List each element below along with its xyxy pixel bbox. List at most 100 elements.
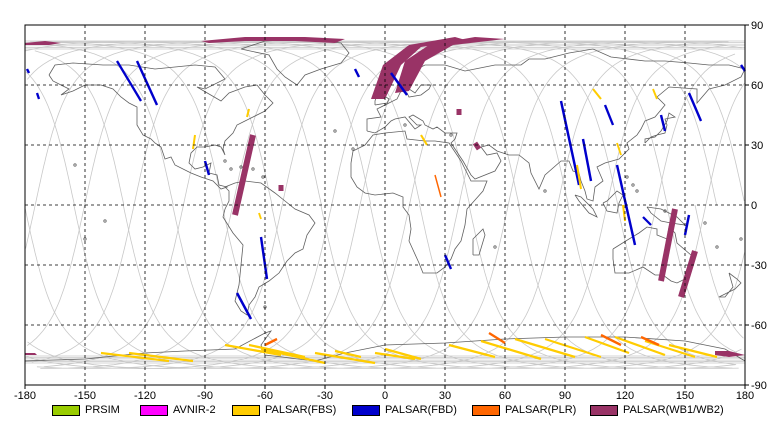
palsar-plr-swath <box>640 335 660 347</box>
x-tick-label: 180 <box>736 390 754 400</box>
legend-item-avnir2: AVNIR-2 <box>140 404 216 416</box>
island-outline <box>663 209 667 213</box>
legend-item-palsar-fbs: PALSAR(FBS) <box>232 404 336 416</box>
palsar-fbd-swath <box>603 104 615 126</box>
legend-swatch-avnir2 <box>140 404 168 416</box>
palsar-fbd-swath <box>259 236 269 280</box>
orbit-track <box>25 40 421 249</box>
palsar-fbs-swath <box>246 108 250 118</box>
orbit-track <box>172 41 723 370</box>
palsar-wb-swath <box>678 250 698 298</box>
orbit-track <box>694 204 744 339</box>
palsar-fbd-swath <box>659 114 667 132</box>
palsar-fbs-swath <box>652 88 658 100</box>
palsar-fbs-swath <box>192 134 196 150</box>
palsar-fbs-swath <box>224 343 282 357</box>
africa-outline <box>350 130 488 274</box>
palsar-wb-swath <box>472 141 482 151</box>
palsar-fbs-swath <box>616 142 622 156</box>
orbit-track <box>25 71 75 206</box>
palsar-fbs-swath <box>514 337 576 359</box>
island-outline <box>635 189 639 193</box>
legend-swatch-palsar-fbd <box>352 404 380 416</box>
orbit-track <box>26 40 372 206</box>
y-tick-label: -60 <box>751 320 767 332</box>
sumatra-outline <box>574 194 598 218</box>
orbit-track <box>43 40 569 368</box>
island-outline <box>333 129 337 133</box>
palsar-fbd-swath <box>390 72 408 96</box>
island-outline <box>73 163 77 167</box>
island-outline <box>239 165 243 169</box>
palsar-fbs-swath <box>480 339 542 361</box>
island-outline <box>103 219 107 223</box>
palsar-fbs-swath <box>420 134 428 146</box>
orbit-track <box>31 40 520 363</box>
y-tick-label: 90 <box>751 20 763 32</box>
x-tick-label: -120 <box>134 390 156 400</box>
x-tick-label: -30 <box>317 390 333 400</box>
legend-label-palsar-plr: PALSAR(PLR) <box>505 404 577 416</box>
x-axis-ticks: -180 -150 -120 -90 -60 -30 0 30 60 90 120 150 180 <box>14 385 754 400</box>
japan-outline <box>644 112 677 144</box>
palsar-wb-swath <box>201 37 345 43</box>
palsar-fbd-swath <box>35 92 41 100</box>
orbit-track <box>26 40 470 346</box>
palsar-wb-swath <box>395 37 505 93</box>
orbit-track <box>25 40 717 370</box>
legend-label-prism: PRSIM <box>85 404 120 416</box>
palsar-wb-swath <box>278 185 284 191</box>
legend-swatch-palsar-plr <box>472 404 500 416</box>
y-tick-label: -90 <box>751 380 767 392</box>
palsar-fbs-swath <box>668 343 718 359</box>
x-tick-label: 60 <box>499 390 511 400</box>
legend-swatch-prism <box>52 404 80 416</box>
x-tick-label: -60 <box>257 390 273 400</box>
legend-label-avnir2: AVNIR-2 <box>173 404 216 416</box>
orbit-track <box>34 50 125 206</box>
legend-item-palsar-wb: PALSAR(WB1/WB2) <box>590 404 724 416</box>
palsar-fbs-swath <box>314 351 376 365</box>
palsar-fbd-swath <box>443 254 453 270</box>
x-tick-label: 120 <box>616 390 634 400</box>
legend-item-palsar-plr: PALSAR(PLR) <box>472 404 576 416</box>
palsar-fbs-swath <box>128 351 194 363</box>
x-tick-label: -150 <box>74 390 96 400</box>
island-outline <box>631 183 635 187</box>
orbit-track <box>122 40 729 370</box>
island-outline <box>403 123 407 127</box>
palsar-fbs-swath <box>384 347 422 361</box>
palsar-fbd-swath <box>683 214 691 236</box>
palsar-wb-swath <box>371 37 469 99</box>
palsar-fbd-swath <box>353 68 361 78</box>
orbit-track <box>25 40 322 206</box>
x-tick-label: -90 <box>197 390 213 400</box>
orbit-track <box>567 204 733 369</box>
island-outline <box>351 147 355 151</box>
orbit-track <box>616 204 737 366</box>
island-outline <box>449 133 453 137</box>
palsar-fbd-swath <box>687 92 703 122</box>
legend-swatch-palsar-fbs <box>232 404 260 416</box>
palsar-wb-swath <box>715 351 745 357</box>
legend-label-palsar-fbd: PALSAR(FBD) <box>385 404 457 416</box>
palsar-wb-swath <box>658 208 678 282</box>
y-tick-label: 0 <box>751 200 757 212</box>
palsar-wb-swath <box>232 134 256 216</box>
palsar-fbs-swath <box>448 343 496 359</box>
orbit-track <box>73 40 742 370</box>
x-tick-label: 30 <box>439 390 451 400</box>
island-outline <box>703 221 707 225</box>
coverage-map: -180 -150 -120 -90 -60 -30 0 30 60 90 120 150 180 90… <box>13 20 767 400</box>
y-tick-label: -30 <box>751 260 767 272</box>
legend-label-palsar-wb: PALSAR(WB1/WB2) <box>623 404 724 416</box>
y-tick-label: 60 <box>751 80 763 92</box>
palsar-wb-swath <box>25 41 61 45</box>
legend-swatch-palsar-wb <box>590 404 618 416</box>
island-outline <box>251 167 255 171</box>
south-america-outline <box>222 180 316 316</box>
legend-item-palsar-fbd: PALSAR(FBD) <box>352 404 457 416</box>
y-tick-label: 30 <box>751 140 763 152</box>
palsar-fbd-swath <box>581 138 593 182</box>
palsar-fbs-swath <box>584 336 630 354</box>
